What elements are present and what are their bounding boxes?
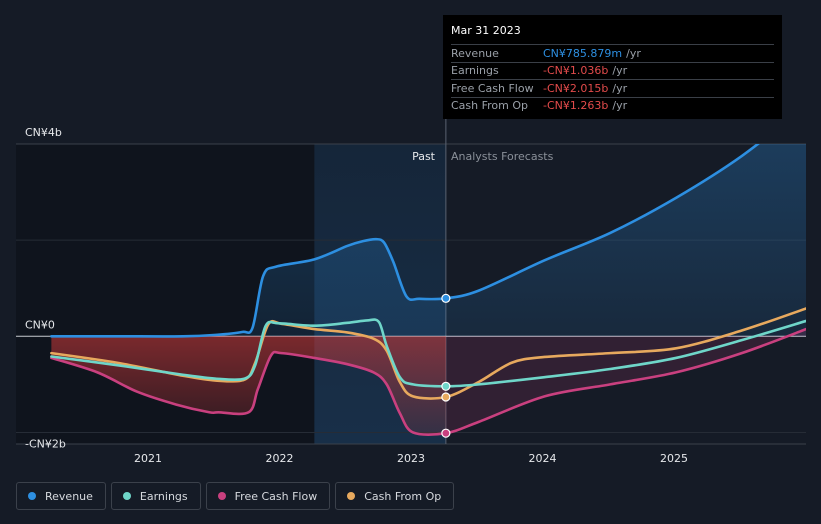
legend-label: Free Cash Flow xyxy=(234,489,318,503)
negative-area-past xyxy=(51,336,446,435)
x-tick-label: 2024 xyxy=(529,452,557,465)
tooltip-row-earnings: Earnings -CN¥1.036b /yr xyxy=(451,61,774,80)
tooltip-label: Earnings xyxy=(451,64,499,78)
x-tick-label: 2022 xyxy=(266,452,294,465)
series-line-fcf xyxy=(50,327,806,436)
tooltip-unit: /yr xyxy=(626,46,641,60)
tooltip-row-cash-from-op: Cash From Op -CN¥1.263b /yr xyxy=(451,96,774,115)
tooltip-value: CN¥785.879m xyxy=(543,46,623,60)
tooltip-panel: Mar 31 2023 Revenue CN¥785.879m /yr Earn… xyxy=(443,15,782,119)
x-tick-label: 2025 xyxy=(660,452,688,465)
legend-item-cash-from-op[interactable]: Cash From Op xyxy=(335,482,455,510)
revenue-area xyxy=(51,144,806,337)
legend-dot-icon xyxy=(347,492,356,500)
y-tick-label: CN¥0 xyxy=(25,318,55,331)
axis-text-layer: Past Analysts Forecasts CN¥4b CN¥0 -CN¥2b 2… xyxy=(25,126,688,465)
legend-dot-icon xyxy=(28,492,36,500)
forecast-label: Analysts Forecasts xyxy=(451,150,554,163)
legend-label: Earnings xyxy=(139,489,188,503)
tooltip-row-revenue: Revenue CN¥785.879m /yr xyxy=(451,44,774,62)
tooltip-label: Free Cash Flow xyxy=(451,81,534,95)
hover-dot-cfo xyxy=(441,392,451,402)
hover-dot-fcf xyxy=(441,428,451,438)
x-tick-label: 2023 xyxy=(397,452,425,465)
tooltip-value: -CN¥1.263b xyxy=(543,99,609,113)
legend-item-revenue[interactable]: Revenue xyxy=(16,482,106,510)
series-line-earnings xyxy=(50,318,806,388)
legend-dot-icon xyxy=(122,492,131,500)
tooltip-value: -CN¥2.015b xyxy=(543,81,609,95)
hover-dots-layer xyxy=(441,293,451,438)
tooltip-label: Revenue xyxy=(451,46,499,60)
series-line-revenue xyxy=(50,144,761,338)
x-tick-label: 2021 xyxy=(134,452,162,465)
legend-label: Revenue xyxy=(45,489,93,503)
legend-dot-icon xyxy=(217,492,226,500)
hover-dot-revenue xyxy=(441,293,451,303)
hover-dot-earnings xyxy=(441,381,451,391)
series-line-cfo xyxy=(50,307,806,400)
y-tick-label: -CN¥2b xyxy=(25,437,66,450)
tooltip-label: Cash From Op xyxy=(451,99,529,113)
tooltip-unit: /yr xyxy=(612,64,628,78)
legend-item-free-cash-flow[interactable]: Free Cash Flow xyxy=(205,482,331,510)
tooltip-unit: /yr xyxy=(612,99,628,113)
y-tick-label: CN¥4b xyxy=(25,126,62,139)
legend-item-earnings[interactable]: Earnings xyxy=(110,482,201,510)
legend: Revenue Earnings Free Cash Flow Cash Fro… xyxy=(16,482,455,510)
tooltip-unit: /yr xyxy=(612,81,628,95)
tooltip-row-free-cash-flow: Free Cash Flow -CN¥2.015b /yr xyxy=(451,79,774,97)
tooltip-value: -CN¥1.036b xyxy=(543,64,609,78)
legend-label: Cash From Op xyxy=(364,489,442,503)
past-label: Past xyxy=(412,150,436,163)
series-lines-layer xyxy=(50,144,806,436)
tooltip-date: Mar 31 2023 xyxy=(451,24,521,37)
